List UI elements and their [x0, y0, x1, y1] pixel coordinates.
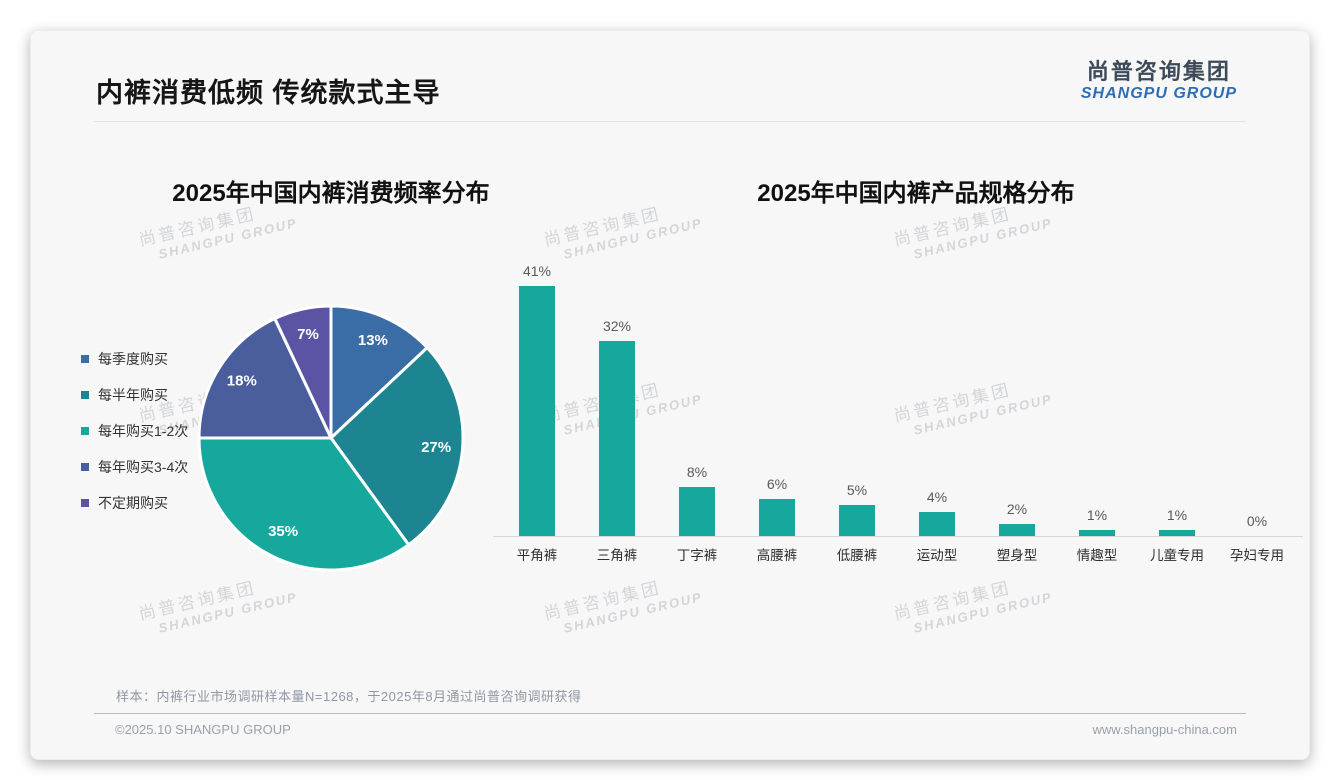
legend-label: 每年购买1-2次	[98, 423, 189, 439]
pie-slice	[197, 317, 333, 440]
bar-value-label: 1%	[1166, 507, 1188, 523]
bar	[919, 512, 955, 536]
watermark-en-text: SHANGPU GROUP	[562, 589, 705, 636]
bar-chart-title: 2025年中国内裤产品规格分布	[757, 180, 1075, 207]
legend-label: 不定期购买	[98, 495, 168, 511]
watermark-cn-text: 尚普咨询集团	[541, 204, 664, 250]
legend-item: 不定期购买	[81, 485, 188, 521]
legend-label: 每半年购买	[98, 387, 168, 403]
bar	[759, 499, 795, 536]
footer-note: 样本：内裤行业市场调研样本量N=1268，于2025年8月通过尚普咨询调研获得	[116, 689, 582, 704]
legend-label: 每年购买3-4次	[98, 459, 189, 475]
footer-copyright: ©2025.10 SHANGPU GROUP	[115, 722, 291, 737]
x-axis-line	[493, 536, 1303, 537]
pie-slice-label: 7%	[297, 326, 319, 343]
bar	[1159, 530, 1195, 536]
bar-category-label: 情趣型	[1076, 548, 1118, 563]
bar-group: 1% 儿童专用	[1137, 266, 1217, 563]
bar-category-label: 平角裤	[516, 548, 558, 563]
bar-category-label: 运动型	[916, 548, 958, 563]
logo-english-text: SHANGPU GROUP	[1080, 85, 1237, 102]
bar-value-label: 6%	[766, 476, 788, 492]
watermark-en-text: SHANGPU GROUP	[562, 215, 705, 262]
watermark-cn-text: 尚普咨询集团	[541, 578, 664, 624]
pie-slice	[329, 346, 465, 547]
watermark-en-text: SHANGPU GROUP	[157, 589, 300, 636]
pie-legend: 每季度购买每半年购买每年购买1-2次 每年购买3-4次 不定期购买	[81, 341, 188, 521]
bar-category-label: 高腰裤	[756, 548, 798, 563]
watermark-en-text: SHANGPU GROUP	[912, 589, 1055, 636]
slide-card: 尚普咨询集团 SHANGPU GROUP 尚普咨询集团 SHANGPU GROUP 尚普…	[30, 30, 1310, 760]
bar-value-label: 2%	[1006, 501, 1028, 517]
bar-category-label: 塑身型	[996, 548, 1038, 563]
title-divider	[94, 121, 1246, 122]
bar-group: 1% 情趣型	[1057, 266, 1137, 563]
legend-swatch	[81, 463, 89, 471]
bar	[679, 487, 715, 536]
bar	[519, 286, 555, 536]
legend-swatch	[81, 355, 89, 363]
bar-group: 8% 丁字裤	[657, 266, 737, 563]
bar-value-label: 32%	[602, 318, 632, 334]
legend-item: 每半年购买	[81, 377, 188, 413]
pie-slice	[329, 304, 429, 440]
bar	[839, 505, 875, 536]
bar-group: 5% 低腰裤	[817, 266, 897, 563]
pie-chart-title: 2025年中国内裤消费频率分布	[172, 180, 490, 207]
pie-slice-label: 13%	[358, 332, 388, 349]
page-title: 内裤消费低频 传统款式主导	[96, 78, 441, 108]
watermark-cn-text: 尚普咨询集团	[891, 578, 1014, 624]
legend-swatch	[81, 499, 89, 507]
legend-swatch	[81, 427, 89, 435]
pie-slice	[273, 304, 333, 440]
legend-swatch	[81, 391, 89, 399]
bar-value-label: 1%	[1086, 507, 1108, 523]
bar-value-label: 0%	[1246, 513, 1268, 529]
legend-item: 每年购买1-2次	[81, 413, 188, 449]
bar-group: 6% 高腰裤	[737, 266, 817, 563]
bar	[1079, 530, 1115, 536]
bar-group: 32% 三角裤	[577, 266, 657, 563]
footer-divider	[94, 713, 1246, 714]
bar-value-label: 4%	[926, 489, 948, 505]
legend-item: 每季度购买	[81, 341, 188, 377]
watermark-en-text: SHANGPU GROUP	[157, 215, 300, 262]
bar-value-label: 8%	[686, 464, 708, 480]
bar-group: 0% 孕妇专用	[1217, 266, 1297, 563]
bar-category-label: 三角裤	[596, 548, 638, 563]
bar-value-label: 5%	[846, 482, 868, 498]
pie-slice	[197, 436, 411, 572]
pie-slice-label: 18%	[227, 372, 257, 389]
bar-group: 41% 平角裤	[497, 263, 577, 563]
watermark-en-text: SHANGPU GROUP	[912, 215, 1055, 262]
bar	[599, 341, 635, 536]
bar-category-label: 儿童专用	[1150, 548, 1204, 563]
pie-slice-label: 27%	[421, 439, 451, 456]
logo-chinese-text: 尚普咨询集团	[1086, 59, 1231, 84]
pie-chart: 13% 27% 35% 18% 7%	[197, 304, 465, 572]
company-logo: 尚普咨询集团 SHANGPU GROUP	[1081, 59, 1237, 103]
legend-label: 每季度购买	[98, 351, 168, 367]
pie-slice-label: 35%	[268, 523, 298, 540]
bar-category-label: 丁字裤	[676, 548, 718, 563]
bar-category-label: 低腰裤	[836, 548, 878, 563]
legend-item: 每年购买3-4次	[81, 449, 188, 485]
bar-category-label: 孕妇专用	[1230, 548, 1284, 563]
bar	[999, 524, 1035, 536]
bar-value-label: 41%	[522, 263, 552, 279]
bar-group: 2% 塑身型	[977, 266, 1057, 563]
bar-group: 4% 运动型	[897, 266, 977, 563]
bar-chart: 41% 平角裤 32% 三角裤 8% 丁字裤 6% 高腰裤 5% 低腰裤 4% 运动型 2% 塑身型 1% 情…	[497, 263, 1297, 563]
footer-website: www.shangpu-china.com	[1092, 722, 1237, 737]
